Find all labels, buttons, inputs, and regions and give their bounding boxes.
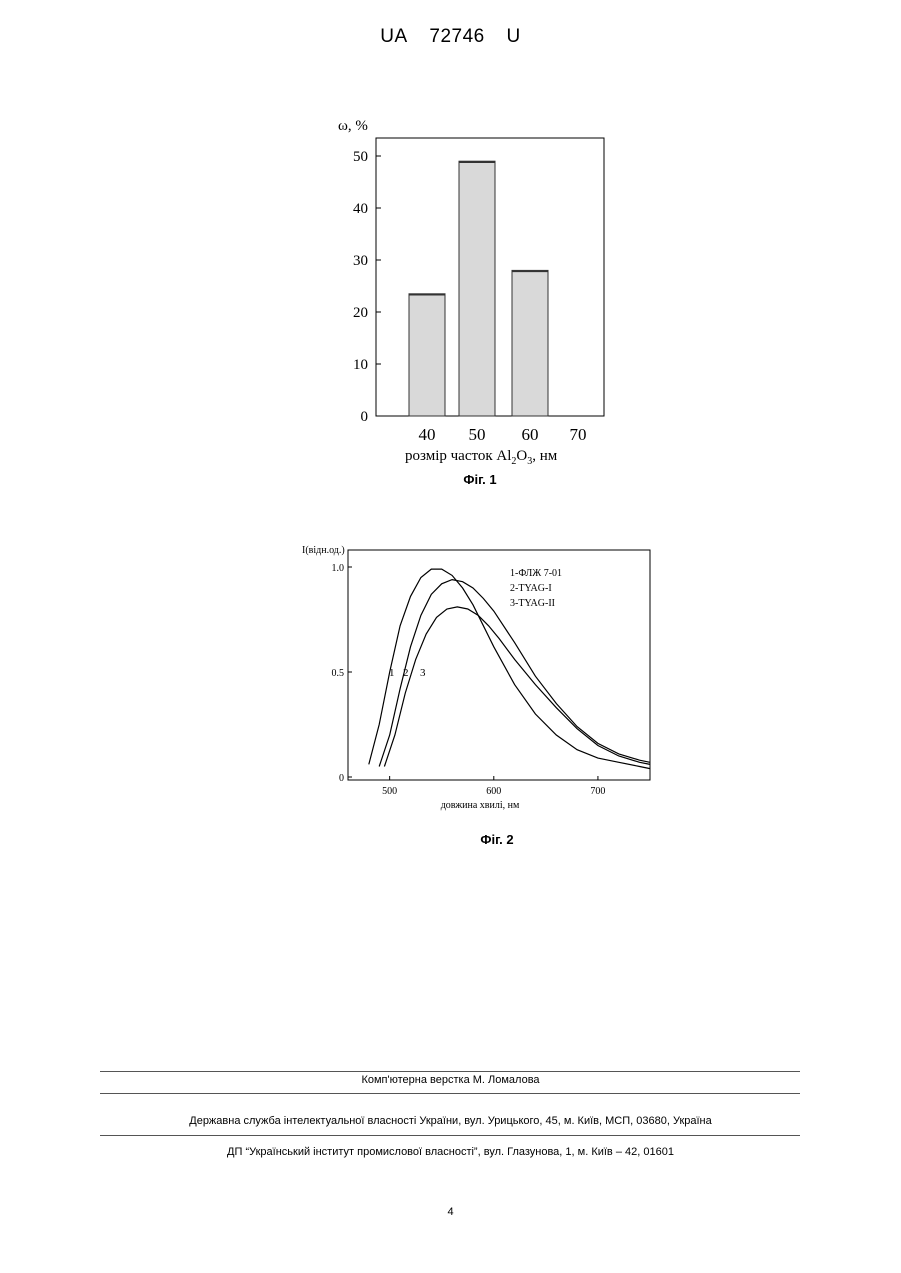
figure1-x-tick-label: 50 bbox=[469, 425, 486, 444]
figure1-x-tick-label: 70 bbox=[570, 425, 587, 444]
footer-layout-credit: Комп'ютерна верстка М. Ломалова bbox=[0, 1074, 901, 1086]
page-number: 4 bbox=[0, 1206, 901, 1218]
footer-institute-address: ДП “Український інститут промислової вла… bbox=[0, 1146, 901, 1158]
figure1-y-tick-label: 0 bbox=[361, 409, 369, 425]
figure1-y-tick-label: 20 bbox=[353, 305, 368, 321]
footer-rule-top bbox=[100, 1071, 800, 1072]
figure1-y-tick-label: 40 bbox=[353, 201, 368, 217]
figure2-x-axis-label: довжина хвилі, нм bbox=[441, 800, 520, 811]
figure1-x-axis-label: розмір часток Al2O3, нм bbox=[405, 448, 558, 467]
patent-number: 72746 bbox=[429, 26, 484, 47]
figure2-legend-entry: 2-TYAG-I bbox=[510, 583, 552, 594]
figure1-y-tick-label: 50 bbox=[353, 149, 368, 165]
figure1-caption: Фіг. 1 bbox=[420, 472, 540, 487]
footer-rule-bottom bbox=[100, 1135, 800, 1136]
figure2-x-tick-label: 600 bbox=[486, 786, 501, 797]
figure2-y-tick-label: 0 bbox=[339, 773, 344, 784]
figure1-x-tick-label: 40 bbox=[419, 425, 436, 444]
figure2-curve-label: 3 bbox=[420, 667, 426, 679]
figure2-legend-entry: 1-ФЛЖ 7-01 bbox=[510, 568, 562, 579]
figure1-x-tick-label: 60 bbox=[522, 425, 539, 444]
figure2-x-tick-label: 500 bbox=[382, 786, 397, 797]
figure2-line-chart: I(відн.од.) 0 0.5 1.0 500 600 700 довжина хвилі… bbox=[290, 540, 660, 820]
footer-rule-middle bbox=[100, 1093, 800, 1094]
figure2-y-tick-label: 1.0 bbox=[332, 563, 345, 574]
figure2-legend-entry: 3-TYAG-II bbox=[510, 598, 555, 609]
figure2-curve-label: 1 bbox=[389, 667, 395, 679]
footer-service-address: Державна служба інтелектуальної власност… bbox=[0, 1115, 901, 1127]
figure2-plot-frame bbox=[348, 550, 650, 780]
patent-country: UA bbox=[380, 26, 407, 47]
figure1-y-axis-label: ω, % bbox=[338, 118, 368, 134]
figure1-bar bbox=[512, 270, 548, 416]
figure2-y-tick-label: 0.5 bbox=[332, 668, 345, 679]
figure2-y-axis-label: I(відн.од.) bbox=[302, 545, 345, 556]
figure2-curve-label: 2 bbox=[403, 667, 409, 679]
figure1-y-tick-label: 30 bbox=[353, 253, 368, 269]
patent-kind: U bbox=[507, 26, 521, 47]
patent-header: UA 72746 U bbox=[0, 26, 901, 48]
figure1-bar bbox=[409, 294, 445, 416]
figure2-series-line-3 bbox=[384, 607, 650, 767]
figure1-y-tick-label: 10 bbox=[353, 357, 368, 373]
figure1-bar bbox=[459, 161, 495, 416]
figure2-x-tick-label: 700 bbox=[590, 786, 605, 797]
figure2-caption: Фіг. 2 bbox=[437, 832, 557, 847]
figure1-bar-chart: ω, % 0 10 20 30 40 50 40 50 60 70 розмір часток Al2… bbox=[320, 110, 620, 470]
